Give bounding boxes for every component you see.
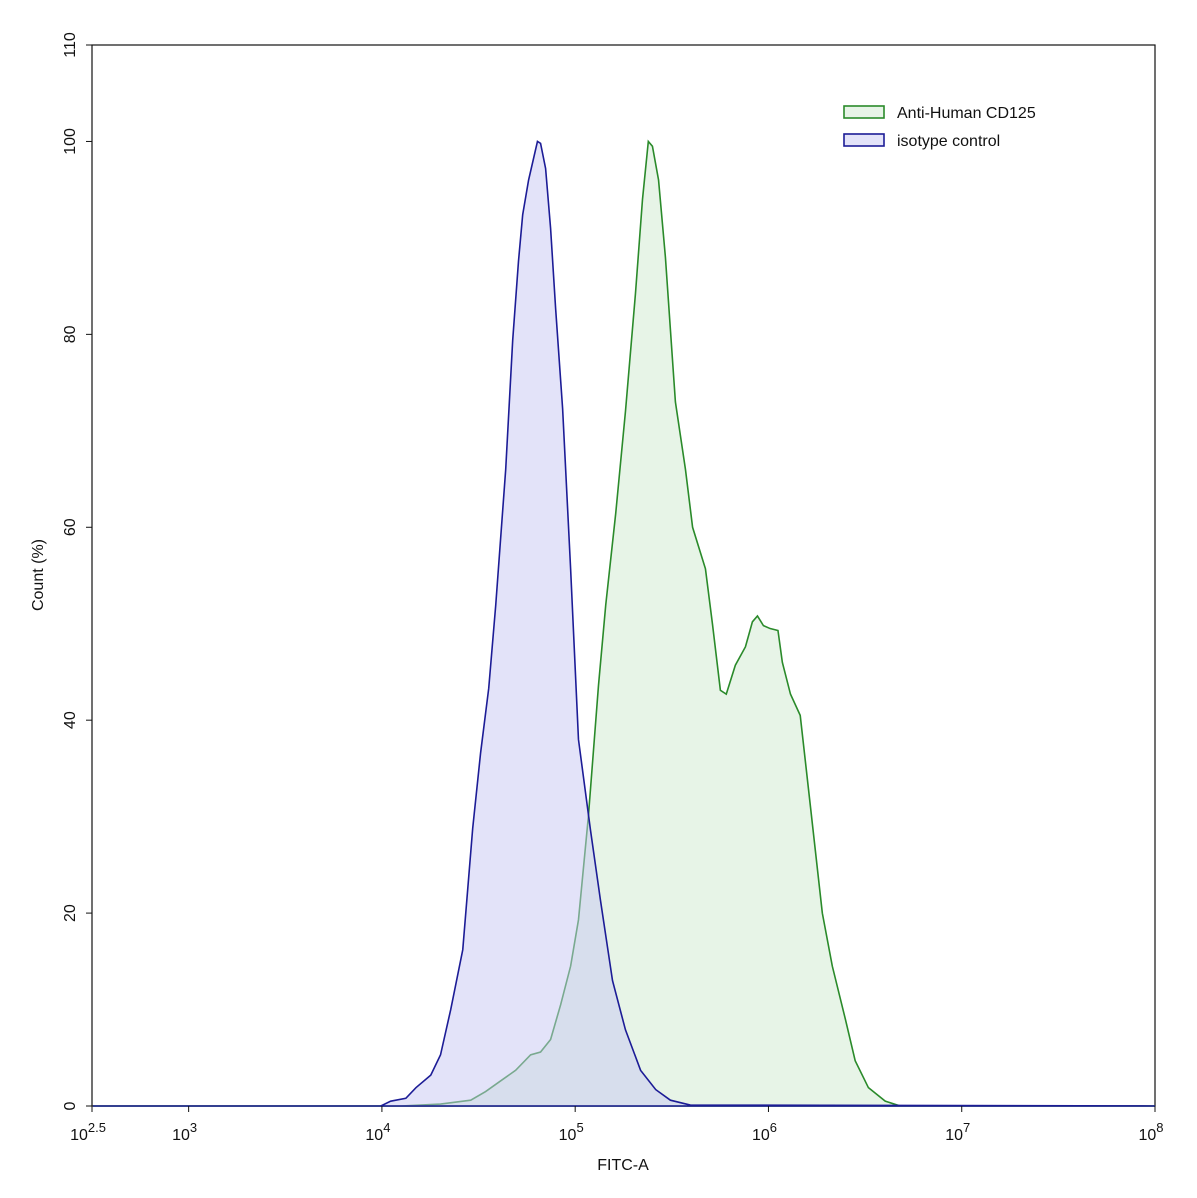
tick-exponent: 6: [770, 1120, 777, 1135]
y-tick-label: 60: [62, 518, 79, 536]
x-tick-label: 103: [172, 1120, 197, 1144]
tick-exponent: 5: [576, 1120, 583, 1135]
legend-swatch: [843, 105, 885, 119]
series-layer: [93, 139, 1156, 1107]
x-tick-label: 102.5: [70, 1120, 106, 1144]
x-tick-label: 106: [752, 1120, 777, 1144]
x-tick-label: 107: [945, 1120, 970, 1144]
y-tick-label: 20: [62, 904, 79, 922]
tick-exponent: 2.5: [88, 1120, 106, 1135]
y-tick-label: 110: [62, 32, 79, 58]
tick-exponent: 8: [1156, 1120, 1163, 1135]
y-tick-label: 80: [62, 325, 79, 343]
legend-label: Anti-Human CD125: [897, 105, 1036, 122]
tick-exponent: 7: [963, 1120, 970, 1135]
histogram-area: [93, 139, 1155, 1107]
y-tick-label: 0: [62, 1101, 79, 1110]
tick-base: 10: [559, 1127, 577, 1144]
y-tick-label: 40: [62, 711, 79, 729]
y-axis-label: Count (%): [30, 539, 47, 611]
x-axis-label: FITC-A: [597, 1157, 649, 1174]
tick-exponent: 3: [190, 1120, 197, 1135]
histogram-area: [93, 140, 1156, 1107]
tick-exponent: 4: [383, 1120, 390, 1135]
x-tick-label: 105: [559, 1120, 584, 1144]
tick-base: 10: [70, 1127, 88, 1144]
y-tick-label: 100: [62, 128, 79, 155]
tick-base: 10: [752, 1127, 770, 1144]
legend-label: isotype control: [897, 133, 1000, 150]
x-tick-label: 104: [365, 1120, 390, 1144]
tick-base: 10: [945, 1127, 963, 1144]
tick-base: 10: [1138, 1127, 1156, 1144]
tick-base: 10: [172, 1127, 190, 1144]
legend-swatch: [843, 133, 885, 147]
x-tick-label: 108: [1138, 1120, 1163, 1144]
tick-base: 10: [365, 1127, 383, 1144]
